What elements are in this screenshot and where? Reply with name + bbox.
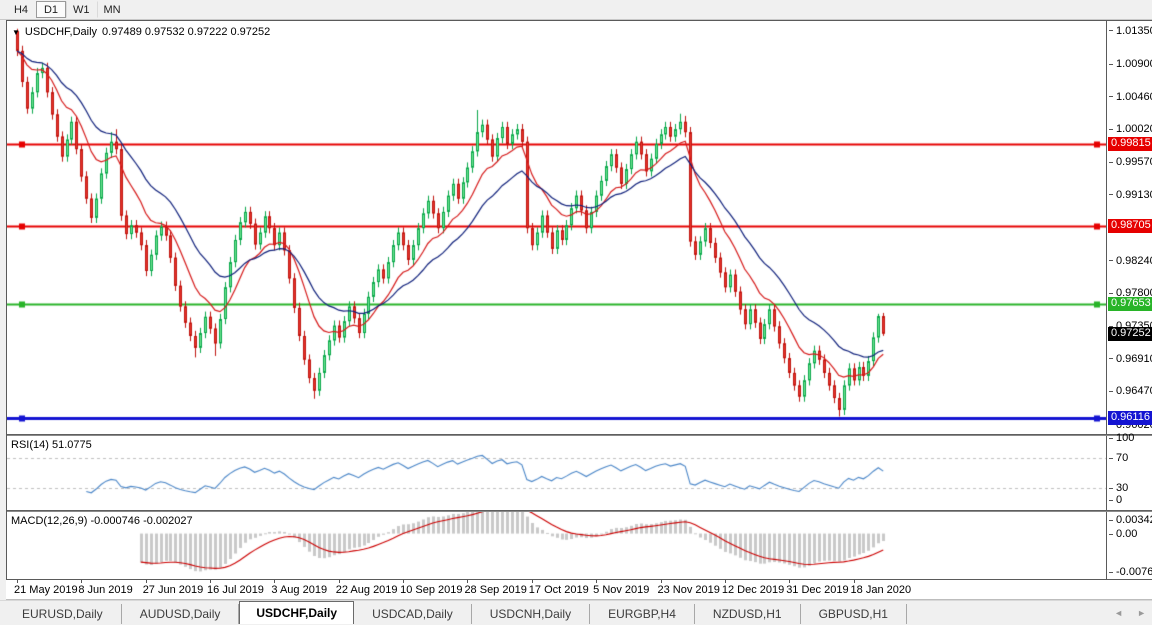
date-label: 18 Jan 2020	[850, 584, 912, 596]
chart-tab-gbpusd-h1[interactable]: GBPUSD,H1	[801, 604, 907, 624]
date-label: 10 Sep 2019	[400, 584, 463, 596]
chart-frame: ▼ USDCHF,Daily 0.97489 0.97532 0.97222 0…	[6, 20, 1152, 580]
date-tick-mark	[724, 580, 726, 583]
date-tick-mark	[17, 580, 18, 583]
timeframe-button-h4[interactable]: H4	[13, 4, 29, 16]
rsi-tick-label: 0	[1109, 494, 1122, 506]
price-tick-label: 0.96910	[1109, 353, 1152, 365]
price-level-badge: 0.96116	[1108, 410, 1152, 425]
price-tick-label: 1.00020	[1109, 123, 1152, 135]
symbol-label: ▼ USDCHF,Daily 0.97489 0.97532 0.97222 0…	[12, 26, 270, 38]
price-level-badge: 0.97653	[1108, 297, 1152, 311]
tab-scroll-right-icon[interactable]: ►	[1137, 608, 1146, 618]
chart-tab-usdcad-daily[interactable]: USDCAD,Daily	[354, 604, 472, 624]
date-tick-mark	[789, 580, 791, 583]
price-tick-label: 0.99130	[1109, 189, 1152, 201]
rsi-panel: RSI(14) 51.0775 100 70 30 0	[7, 432, 1152, 510]
date-tick-mark	[660, 580, 662, 583]
date-label: 8 Jun 2019	[78, 584, 133, 596]
symbol-dropdown-icon[interactable]: ▼	[12, 27, 20, 37]
time-axis[interactable]: 21 May 2019 8 Jun 2019 27 Jun 2019 16 Jul 2…	[6, 580, 1152, 600]
chart-tab-nzdusd-h1[interactable]: NZDUSD,H1	[695, 604, 801, 624]
price-tick-label: 1.01350	[1109, 25, 1152, 37]
panel-splitter[interactable]	[7, 434, 1152, 436]
date-label: 12 Dec 2019	[721, 584, 785, 596]
date-label: 5 Nov 2019	[593, 584, 650, 596]
main-chart-canvas[interactable]	[7, 21, 1106, 434]
date-tick-mark	[145, 580, 147, 583]
price-tick-label: 0.99570	[1109, 156, 1152, 168]
macd-canvas[interactable]	[7, 512, 1106, 579]
macd-axis: 0.003428 0.00 -0.007615	[1106, 512, 1152, 579]
date-label: 27 Jun 2019	[142, 584, 204, 596]
rsi-tick-label: 100	[1109, 432, 1134, 444]
date-tick-mark	[467, 580, 469, 583]
date-tick-mark	[853, 580, 855, 583]
date-label: 16 Jul 2019	[207, 584, 264, 596]
price-level-badge: 0.97252	[1108, 326, 1152, 341]
date-label: 3 Aug 2019	[271, 584, 328, 596]
timeframe-button-mn[interactable]: MN	[96, 1, 128, 18]
macd-plot[interactable]: MACD(12,26,9) -0.000746 -0.002027	[7, 512, 1106, 579]
timeframe-button-w1[interactable]: W1	[66, 1, 97, 18]
tab-scroll-buttons: ◄ ►	[1114, 601, 1146, 625]
date-tick-mark	[531, 580, 533, 583]
symbol-ohlc: 0.97489 0.97532 0.97222 0.97252	[102, 26, 271, 38]
date-label: 17 Oct 2019	[528, 584, 589, 596]
date-label: 31 Dec 2019	[786, 584, 849, 596]
macd-panel: MACD(12,26,9) -0.000746 -0.002027 0.0034…	[7, 512, 1152, 579]
date-label: 21 May 2019	[14, 584, 78, 596]
macd-tick-label: 0.003428	[1109, 514, 1152, 526]
symbol-name: USDCHF,Daily	[24, 26, 98, 38]
date-label: 23 Nov 2019	[657, 584, 720, 596]
date-label: 28 Sep 2019	[464, 584, 527, 596]
date-tick-mark	[81, 580, 83, 583]
price-tick-label: 0.97800	[1109, 287, 1152, 299]
panel-splitter[interactable]	[7, 510, 1152, 512]
chart-tab-eurgbp-h4[interactable]: EURGBP,H4	[590, 604, 695, 624]
price-level-badge: 0.99815	[1108, 137, 1152, 152]
price-level-badge: 0.98705	[1108, 219, 1152, 234]
tab-scroll-left-icon[interactable]: ◄	[1114, 608, 1124, 618]
date-tick-mark	[274, 580, 276, 583]
chart-tab-audusd-daily[interactable]: AUDUSD,Daily	[122, 604, 240, 624]
price-tick-label: 1.00900	[1109, 58, 1152, 70]
date-tick-mark	[596, 580, 598, 583]
date-label: 22 Aug 2019	[335, 584, 398, 596]
main-plot[interactable]: ▼ USDCHF,Daily 0.97489 0.97532 0.97222 0…	[7, 21, 1106, 434]
rsi-canvas[interactable]	[7, 436, 1106, 510]
date-tick-mark	[338, 580, 340, 583]
chart-tab-eurusd-daily[interactable]: EURUSD,Daily	[4, 604, 122, 624]
macd-label: MACD(12,26,9) -0.000746 -0.002027	[11, 515, 193, 527]
date-tick-mark	[210, 580, 212, 583]
rsi-label: RSI(14) 51.0775	[11, 439, 92, 451]
rsi-tick-label: 70	[1109, 452, 1128, 464]
timeframe-button-d1[interactable]: D1	[36, 1, 66, 18]
chart-tab-usdchf-daily[interactable]: USDCHF,Daily	[239, 601, 355, 624]
chart-tab-usdcnh-daily[interactable]: USDCNH,Daily	[472, 604, 591, 624]
macd-tick-label: -0.007615	[1109, 566, 1152, 578]
price-tick-label: 1.00460	[1109, 91, 1152, 103]
price-tick-label: 0.96470	[1109, 385, 1152, 397]
chart-tab-bar: EURUSD,Daily AUDUSD,Daily USDCHF,Daily USDC…	[0, 600, 1152, 624]
macd-tick-label: 0.00	[1109, 528, 1137, 540]
main-price-panel: ▼ USDCHF,Daily 0.97489 0.97532 0.97222 0…	[7, 21, 1152, 434]
price-tick-label: 0.98240	[1109, 255, 1152, 267]
rsi-axis: 100 70 30 0	[1106, 432, 1152, 510]
rsi-tick-label: 30	[1109, 482, 1128, 494]
date-tick-mark	[403, 580, 405, 583]
timeframe-toolbar: H4 D1 W1 MN	[0, 0, 1152, 20]
price-axis: 1.01350 1.00900 1.00460 1.00020 0.99570 0.991…	[1106, 21, 1152, 434]
rsi-plot[interactable]: RSI(14) 51.0775	[7, 436, 1106, 510]
